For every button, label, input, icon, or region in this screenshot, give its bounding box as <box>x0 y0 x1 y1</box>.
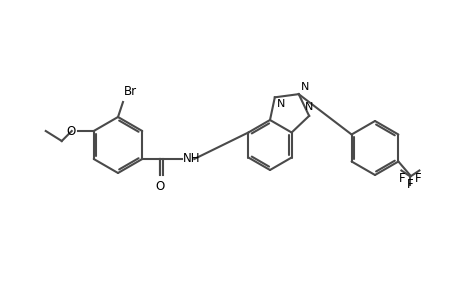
Text: O: O <box>155 180 164 193</box>
Text: N: N <box>304 102 313 112</box>
Text: N: N <box>276 99 285 109</box>
Text: F: F <box>406 178 413 191</box>
Text: Br: Br <box>124 85 137 98</box>
Text: N: N <box>300 82 308 92</box>
Text: NH: NH <box>183 152 200 164</box>
Text: O: O <box>67 124 76 137</box>
Text: F: F <box>398 172 405 184</box>
Text: F: F <box>414 172 421 184</box>
